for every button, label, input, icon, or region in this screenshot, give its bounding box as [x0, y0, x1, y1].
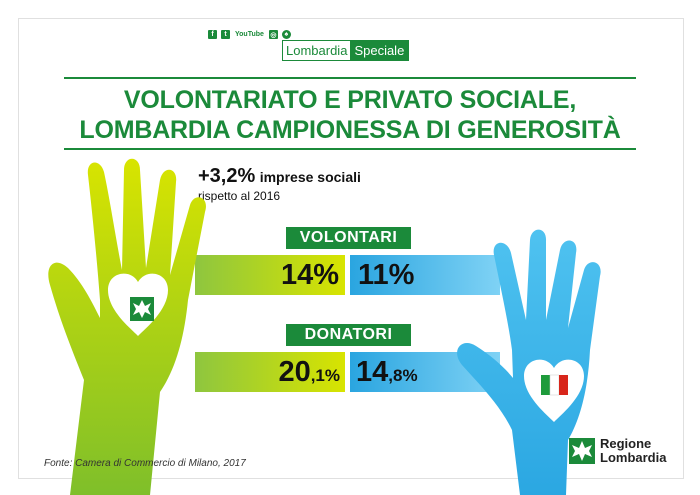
volontari-right-bar: [350, 255, 500, 295]
source-note: Fonte: Camera di Commercio di Milano, 20…: [44, 458, 246, 469]
italian-flag-icon: [541, 374, 568, 396]
donatori-left-value: 20,1%: [278, 356, 340, 388]
regione-lombardia-icon: [130, 297, 154, 321]
logo-part-1: Lombardia: [283, 41, 351, 60]
instagram-icon[interactable]: ◎: [268, 30, 278, 39]
lombardia-speciale-logo: Lombardia Speciale: [282, 40, 410, 61]
headline-text: imprese sociali: [259, 169, 361, 185]
social-icons: f t YouTube ◎ ♠: [208, 30, 291, 39]
twitter-icon[interactable]: t: [221, 30, 230, 39]
headline-sub: rispetto al 2016: [198, 189, 281, 203]
left-hand: [48, 158, 206, 495]
bottom-rule: [64, 148, 636, 150]
title-line-2: LOMBARDIA CAMPIONESSA DI GENEROSITÀ: [79, 116, 621, 144]
youtube-icon[interactable]: YouTube: [235, 31, 264, 38]
brand-line-2: Lombardia: [600, 450, 667, 465]
logo-part-2: Speciale: [350, 41, 409, 60]
facebook-icon[interactable]: f: [208, 30, 217, 39]
volontari-label: VOLONTARI: [286, 227, 411, 249]
lombardia-rose-icon: [569, 438, 595, 464]
headline: +3,2% imprese sociali: [198, 165, 361, 188]
regione-lombardia-logo: Regione Lombardia: [569, 437, 666, 465]
volontari-left-bar: [195, 255, 345, 295]
donatori-right-value: 14,8%: [356, 356, 418, 388]
donatori-left-bar: [195, 352, 345, 392]
volontari-left-value: 14%: [280, 259, 339, 291]
top-rule: [64, 77, 636, 79]
volontari-right-value: 11%: [358, 259, 415, 291]
donatori-label: DONATORI: [286, 324, 411, 346]
brand-text: Regione Lombardia: [600, 437, 666, 465]
headline-value: +3,2%: [198, 165, 256, 187]
title-line-1: VOLONTARIATO E PRIVATO SOCIALE,: [123, 86, 577, 114]
other-social-icon[interactable]: ♠: [281, 30, 291, 39]
brand-line-1: Regione: [600, 436, 652, 451]
